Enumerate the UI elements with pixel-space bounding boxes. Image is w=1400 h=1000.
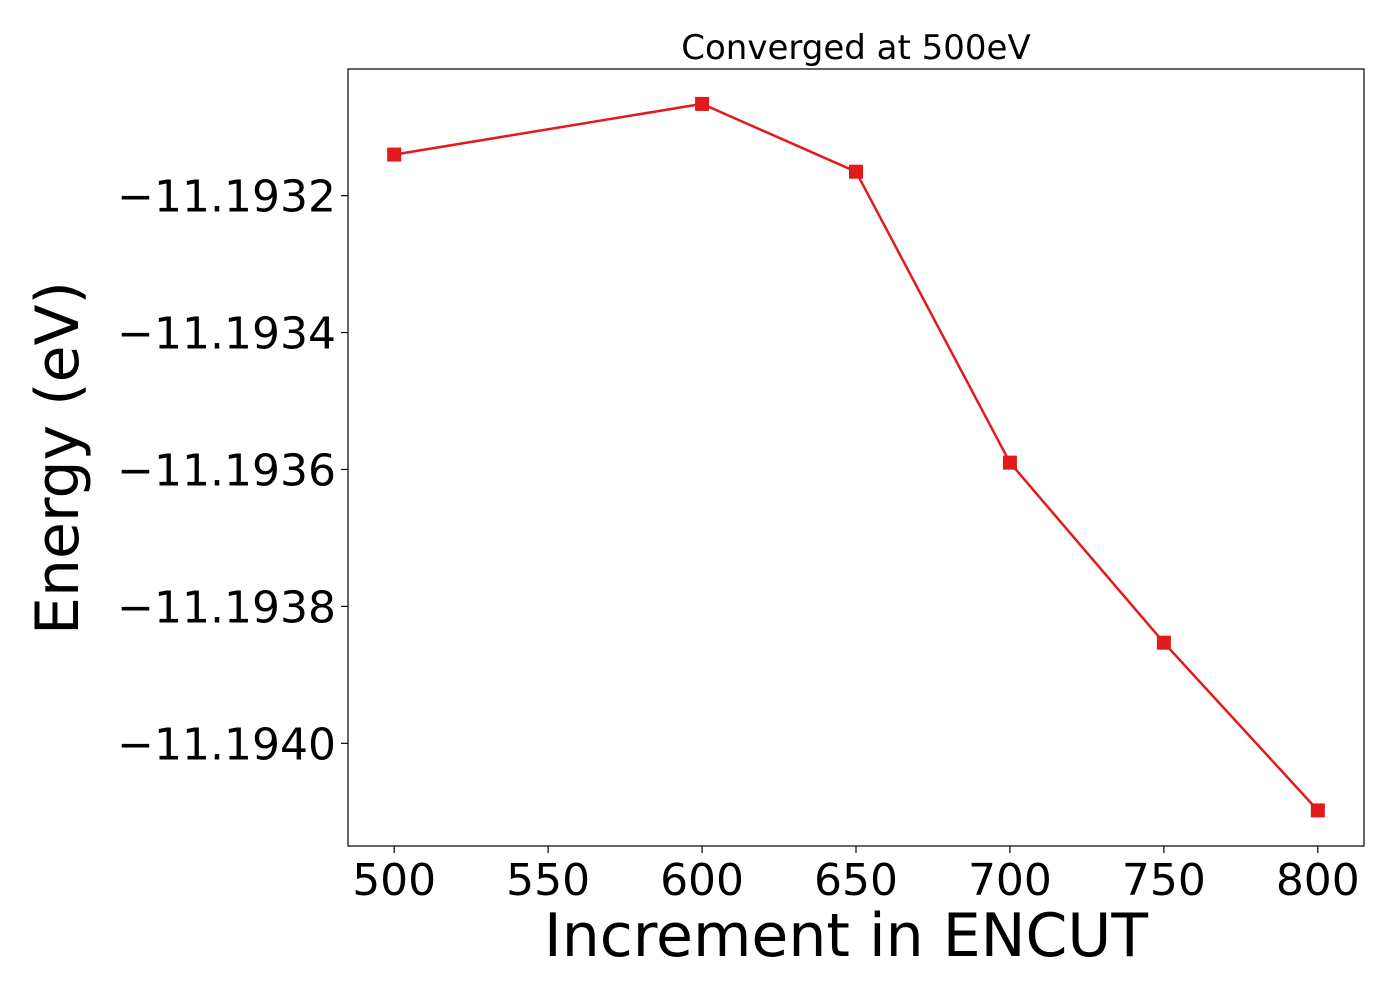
y-tick-label: −11.1934 [117, 309, 336, 360]
x-axis-label: Increment in ENCUT [544, 901, 1148, 971]
series-markers [387, 96, 1325, 818]
x-tick-label: 750 [1122, 855, 1206, 906]
series-line [393, 102, 1319, 812]
x-tick-label: 650 [814, 855, 898, 906]
data-point [1002, 455, 1017, 470]
x-tick-label: 800 [1276, 855, 1360, 906]
data-point [1310, 803, 1325, 818]
plot-area [347, 68, 1365, 847]
x-axis: 500 550 600 650 700 750 800 [352, 846, 1360, 906]
data-point [695, 96, 710, 111]
data-point [849, 164, 863, 179]
y-tick-label: −11.1938 [117, 582, 336, 633]
data-point [1156, 635, 1171, 650]
y-axis: −11.1932 −11.1934 −11.1936 −11.1938 −11.1940 [117, 172, 348, 770]
data-point [387, 147, 402, 162]
y-tick-label: −11.1932 [117, 172, 336, 223]
chart-title: Converged at 500eV [681, 28, 1030, 68]
x-tick-label: 550 [506, 855, 590, 906]
y-tick-label: −11.1940 [117, 719, 336, 770]
y-axis-label: Energy (eV) [23, 281, 93, 635]
x-tick-label: 600 [660, 855, 744, 906]
x-tick-label: 500 [352, 855, 436, 906]
y-tick-label: −11.1936 [117, 445, 336, 496]
x-tick-label: 700 [968, 855, 1052, 906]
